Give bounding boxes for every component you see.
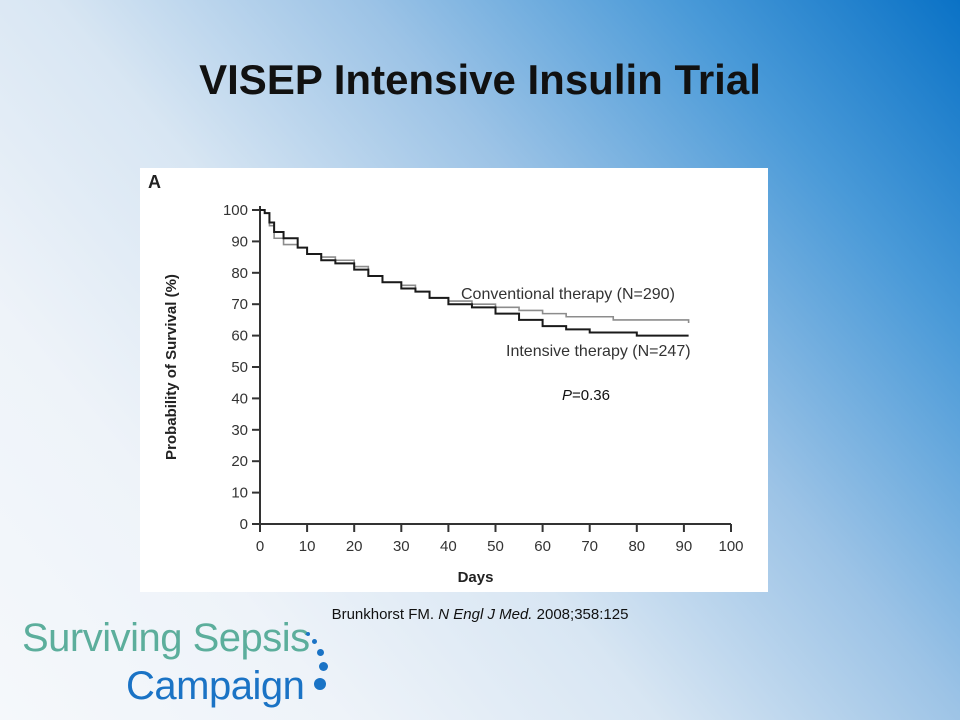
surviving-sepsis-logo: Surviving Sepsis Campaign <box>22 612 342 712</box>
citation-author: Brunkhorst FM. <box>331 606 435 623</box>
y-tick-label: 100 <box>223 202 248 219</box>
x-tick-label: 40 <box>440 538 457 555</box>
y-tick-label: 50 <box>231 359 248 376</box>
logo-dot-icon <box>312 639 317 644</box>
x-tick-label: 80 <box>628 538 645 555</box>
y-tick-label: 40 <box>231 390 248 407</box>
logo-text-campaign: Campaign <box>126 664 305 708</box>
logo-dot-icon <box>306 632 310 636</box>
x-tick-label: 60 <box>534 538 551 555</box>
y-tick-label: 60 <box>231 328 248 345</box>
survival-chart: A Probability of Survival (%) Days 0 10 20… <box>140 168 768 592</box>
logo-text-surviving-sepsis: Surviving Sepsis <box>22 616 310 660</box>
y-tick-label: 70 <box>231 296 248 313</box>
citation-journal: N Engl J Med. <box>438 606 533 623</box>
survival-chart-svg: A Probability of Survival (%) Days 0 10 20… <box>148 172 744 586</box>
y-tick-label: 80 <box>231 265 248 282</box>
logo-dot-icon <box>314 678 326 690</box>
p-symbol: P <box>562 387 573 404</box>
p-value-annotation: P=0.36 <box>562 387 610 404</box>
x-tick-label: 90 <box>676 538 693 555</box>
y-tick-label: 0 <box>240 516 248 533</box>
x-tick-label: 100 <box>718 538 743 555</box>
y-tick-label: 30 <box>231 422 248 439</box>
x-axis-label: Days <box>458 569 494 586</box>
y-tick-label: 10 <box>231 485 248 502</box>
p-value-text: =0.36 <box>572 387 610 404</box>
citation: Brunkhorst FM. N Engl J Med. 2008;358:12… <box>0 606 960 623</box>
x-tick-label: 50 <box>487 538 504 555</box>
x-tick-label: 30 <box>393 538 410 555</box>
intensive-therapy-line <box>260 209 689 337</box>
logo-dot-icon <box>319 662 328 671</box>
y-tick-label: 20 <box>231 453 248 470</box>
series-label-conventional: Conventional therapy (N=290) <box>461 286 675 303</box>
logo-dot-icon <box>317 649 324 656</box>
x-tick-label: 0 <box>256 538 264 555</box>
series-label-intensive: Intensive therapy (N=247) <box>506 343 691 360</box>
y-axis-label: Probability of Survival (%) <box>163 274 180 460</box>
citation-details: 2008;358:125 <box>536 606 629 623</box>
x-tick-label: 10 <box>299 538 316 555</box>
panel-label: A <box>148 172 161 192</box>
x-tick-label: 20 <box>346 538 363 555</box>
slide-title: VISEP Intensive Insulin Trial <box>199 56 761 103</box>
x-tick-label: 70 <box>581 538 598 555</box>
y-tick-label: 90 <box>231 233 248 250</box>
conventional-therapy-line <box>260 209 690 324</box>
